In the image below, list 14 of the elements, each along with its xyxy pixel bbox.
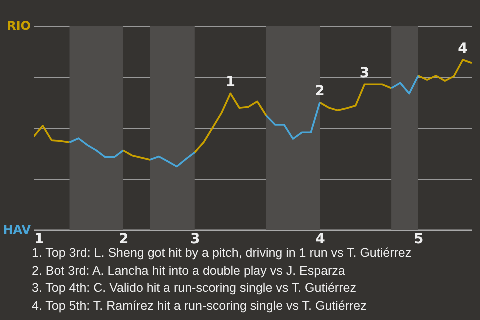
x-tick-label: 1 [34,232,44,248]
annotation: 2 [315,84,325,100]
text: 3. Top 4th: C. Valido hit a run-scoring single vs T. Gutiérrez [32,280,358,297]
annotation: 1 [226,74,236,91]
text: HAV [3,223,32,237]
annotation: 4 [458,41,468,57]
x-tick-label: 2 [119,232,129,248]
x-tick-label: 4 [316,232,326,248]
text: 4. Top 5th: T. Ramírez hit a run-scoring single vs T. Gutiérrez [32,298,368,315]
x-tick-label: 3 [190,232,200,248]
x-tick-label: 5 [414,232,424,248]
text: RIO [7,19,31,33]
text: 2. Bot 3rd: A. Lancha hit into a double play vs J. Esparza [32,262,346,280]
text: 1. Top 3rd: L. Sheng got hit by a pitch, driving in 1 run vs T. Gutiérrez [32,245,412,262]
